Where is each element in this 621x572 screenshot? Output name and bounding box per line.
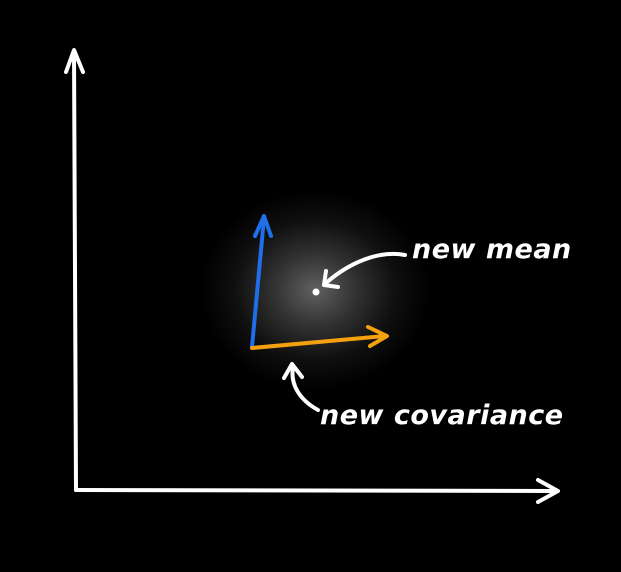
axes [64,48,560,504]
horizontal-vector-line [250,334,387,350]
horizontal-vector-arrowhead [366,325,389,348]
y-axis-arrowhead [64,48,85,74]
vertical-vector-arrowhead [253,214,273,238]
mean-point [312,288,320,296]
covariance-annotation-arrowhead [282,362,304,380]
y-axis-line [72,50,78,492]
annotation-arrows [282,251,407,412]
mean-label: new mean [412,234,572,265]
x-axis-arrowhead [536,478,560,504]
vertical-vector-line [250,216,266,349]
covariance-label: new covariance [320,400,564,431]
covariance-vectors [250,214,389,350]
mean-annotation-arrowhead [322,269,340,289]
x-axis-line [74,488,558,493]
covariance-annotation-arrow [290,365,320,412]
mean-annotation-arrow [324,251,407,285]
